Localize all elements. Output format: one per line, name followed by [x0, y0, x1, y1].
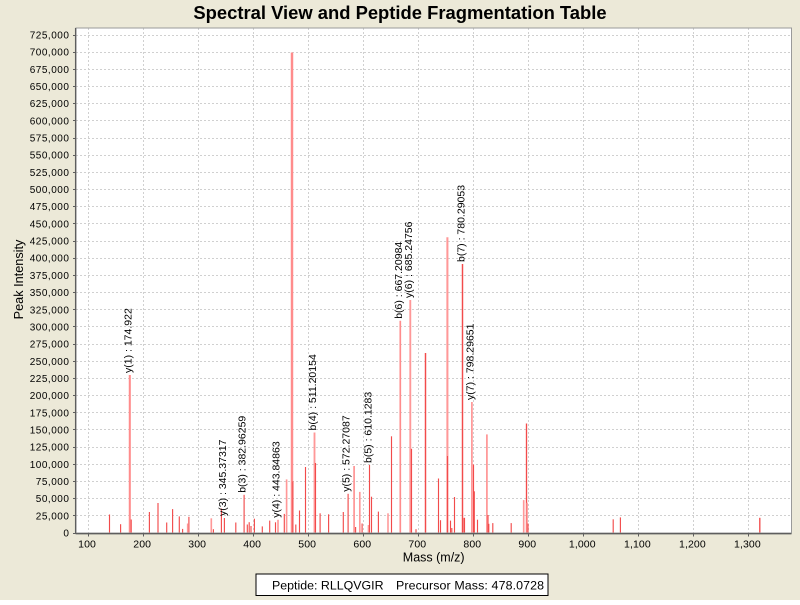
svg-text:1,300: 1,300: [734, 539, 761, 551]
svg-text:b(6) : 667.20984: b(6) : 667.20984: [393, 242, 405, 319]
svg-text:200,000: 200,000: [30, 391, 70, 402]
svg-text:550,000: 550,000: [30, 151, 70, 162]
svg-text:700,000: 700,000: [30, 48, 70, 59]
svg-text:Precursor Mass: 478.0728: Precursor Mass: 478.0728: [396, 579, 544, 593]
svg-text:250,000: 250,000: [30, 357, 70, 368]
svg-text:y(5) : 572.27087: y(5) : 572.27087: [341, 415, 353, 492]
svg-text:y(1) : 174.922: y(1) : 174.922: [122, 308, 134, 373]
svg-text:525,000: 525,000: [30, 168, 70, 179]
svg-text:675,000: 675,000: [30, 65, 70, 76]
svg-text:b(7) : 780.29053: b(7) : 780.29053: [455, 185, 467, 262]
svg-text:100,000: 100,000: [30, 460, 70, 471]
svg-text:Mass (m/z): Mass (m/z): [403, 551, 465, 565]
svg-text:275,000: 275,000: [30, 340, 70, 351]
svg-text:1,100: 1,100: [624, 539, 651, 551]
svg-text:350,000: 350,000: [30, 288, 70, 299]
svg-text:725,000: 725,000: [30, 31, 70, 42]
svg-text:b(5) : 610.1283: b(5) : 610.1283: [362, 392, 374, 463]
svg-text:700: 700: [408, 539, 426, 551]
svg-text:575,000: 575,000: [30, 134, 70, 145]
svg-text:500: 500: [298, 539, 316, 551]
svg-text:900: 900: [518, 539, 536, 551]
svg-text:375,000: 375,000: [30, 271, 70, 282]
svg-text:175,000: 175,000: [30, 408, 70, 419]
svg-text:500,000: 500,000: [30, 185, 70, 196]
svg-text:y(7) : 798.29651: y(7) : 798.29651: [464, 323, 476, 400]
svg-text:100: 100: [78, 539, 96, 551]
svg-text:625,000: 625,000: [30, 99, 70, 110]
svg-text:600,000: 600,000: [30, 116, 70, 127]
svg-text:Spectral View and Peptide Frag: Spectral View and Peptide Fragmentation …: [193, 2, 606, 23]
svg-text:b(3) : 382.96259: b(3) : 382.96259: [237, 416, 249, 493]
svg-text:1,000: 1,000: [569, 539, 596, 551]
svg-text:400,000: 400,000: [30, 254, 70, 265]
svg-text:150,000: 150,000: [30, 426, 70, 437]
svg-text:0: 0: [63, 529, 69, 540]
svg-text:400: 400: [243, 539, 261, 551]
svg-text:1,200: 1,200: [679, 539, 706, 551]
svg-text:225,000: 225,000: [30, 374, 70, 385]
svg-text:25,000: 25,000: [36, 511, 70, 522]
svg-text:450,000: 450,000: [30, 219, 70, 230]
svg-text:50,000: 50,000: [36, 494, 70, 505]
svg-text:b(4) : 511.20154: b(4) : 511.20154: [307, 354, 319, 430]
svg-text:600: 600: [353, 539, 371, 551]
svg-text:y(3) : 345.37317: y(3) : 345.37317: [217, 439, 229, 516]
svg-text:475,000: 475,000: [30, 202, 70, 213]
svg-text:75,000: 75,000: [36, 477, 70, 488]
svg-text:Peptide: RLLQVGIR: Peptide: RLLQVGIR: [272, 579, 384, 593]
svg-text:325,000: 325,000: [30, 305, 70, 316]
svg-text:800: 800: [463, 539, 481, 551]
svg-text:y(4) : 443.84863: y(4) : 443.84863: [271, 441, 283, 518]
svg-text:300: 300: [188, 539, 206, 551]
svg-text:300,000: 300,000: [30, 322, 70, 333]
svg-text:425,000: 425,000: [30, 237, 70, 248]
svg-text:y(6) : 685.24756: y(6) : 685.24756: [403, 221, 415, 298]
svg-text:200: 200: [133, 539, 151, 551]
svg-text:Peak Intensity: Peak Intensity: [12, 239, 26, 319]
svg-text:125,000: 125,000: [30, 443, 70, 454]
svg-text:650,000: 650,000: [30, 82, 70, 93]
